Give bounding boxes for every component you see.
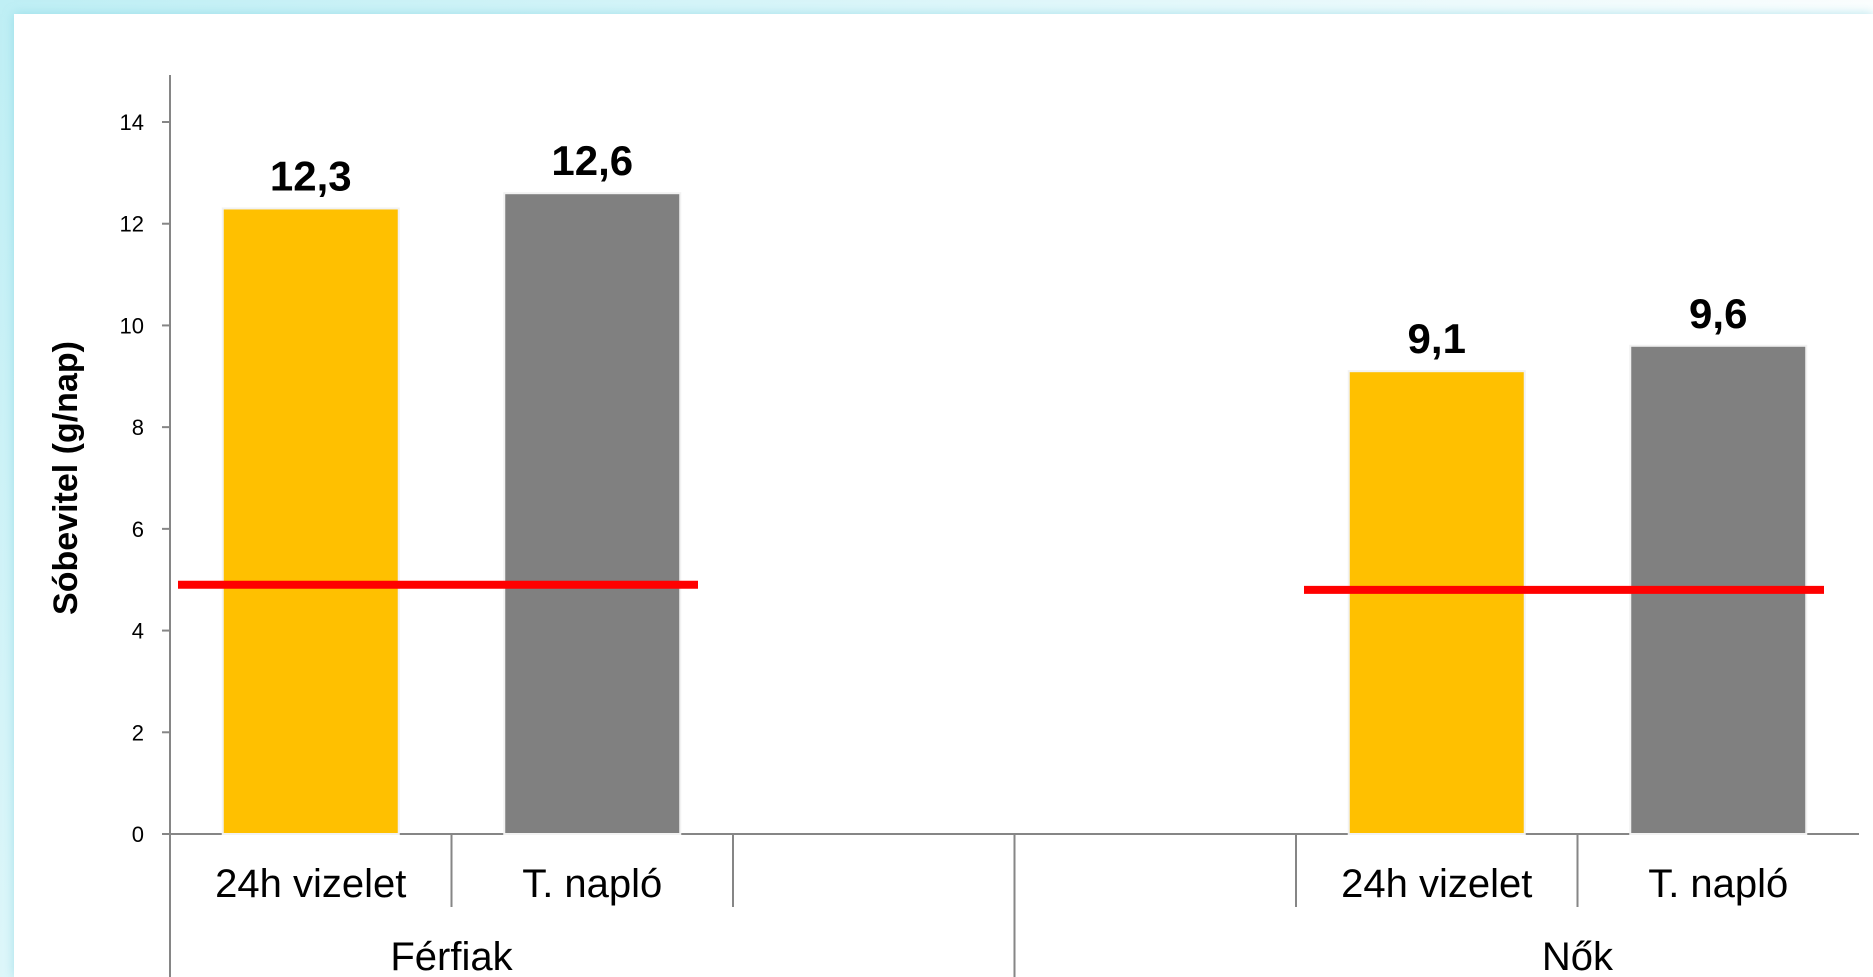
axes-layer	[162, 75, 1859, 977]
data-label: 12,3	[270, 152, 352, 199]
y-axis-title: Sóbevitel (g/nap)	[47, 341, 85, 615]
data-label: 9,1	[1408, 315, 1466, 362]
bar	[503, 192, 682, 835]
y-tick-label: 12	[120, 212, 144, 237]
bars-layer	[221, 192, 1808, 835]
category-label: 24h vizelet	[1341, 862, 1532, 906]
category-label: 24h vizelet	[215, 862, 406, 906]
reference-lines-layer	[178, 580, 1824, 594]
category-label: T. napló	[522, 862, 662, 906]
y-tick-label: 14	[120, 110, 144, 135]
bar	[221, 207, 400, 835]
group-label: Nők	[1542, 935, 1614, 977]
y-tick-label: 0	[132, 822, 144, 847]
y-tick-label: 4	[132, 619, 144, 644]
y-tick-label: 8	[132, 415, 144, 440]
data-label: 12,6	[551, 137, 633, 184]
labels-layer: 0 2 4 6 8 10 12 14 Sóbevitel (g/nap) 12,3 24h vize…	[47, 110, 1788, 977]
bar	[1347, 370, 1526, 835]
y-tick-label: 10	[120, 313, 144, 338]
category-label: T. napló	[1648, 862, 1788, 906]
y-tick-label: 6	[132, 517, 144, 542]
group-label: Férfiak	[390, 935, 513, 977]
y-tick-label: 2	[132, 720, 144, 745]
data-label: 9,6	[1689, 290, 1747, 337]
